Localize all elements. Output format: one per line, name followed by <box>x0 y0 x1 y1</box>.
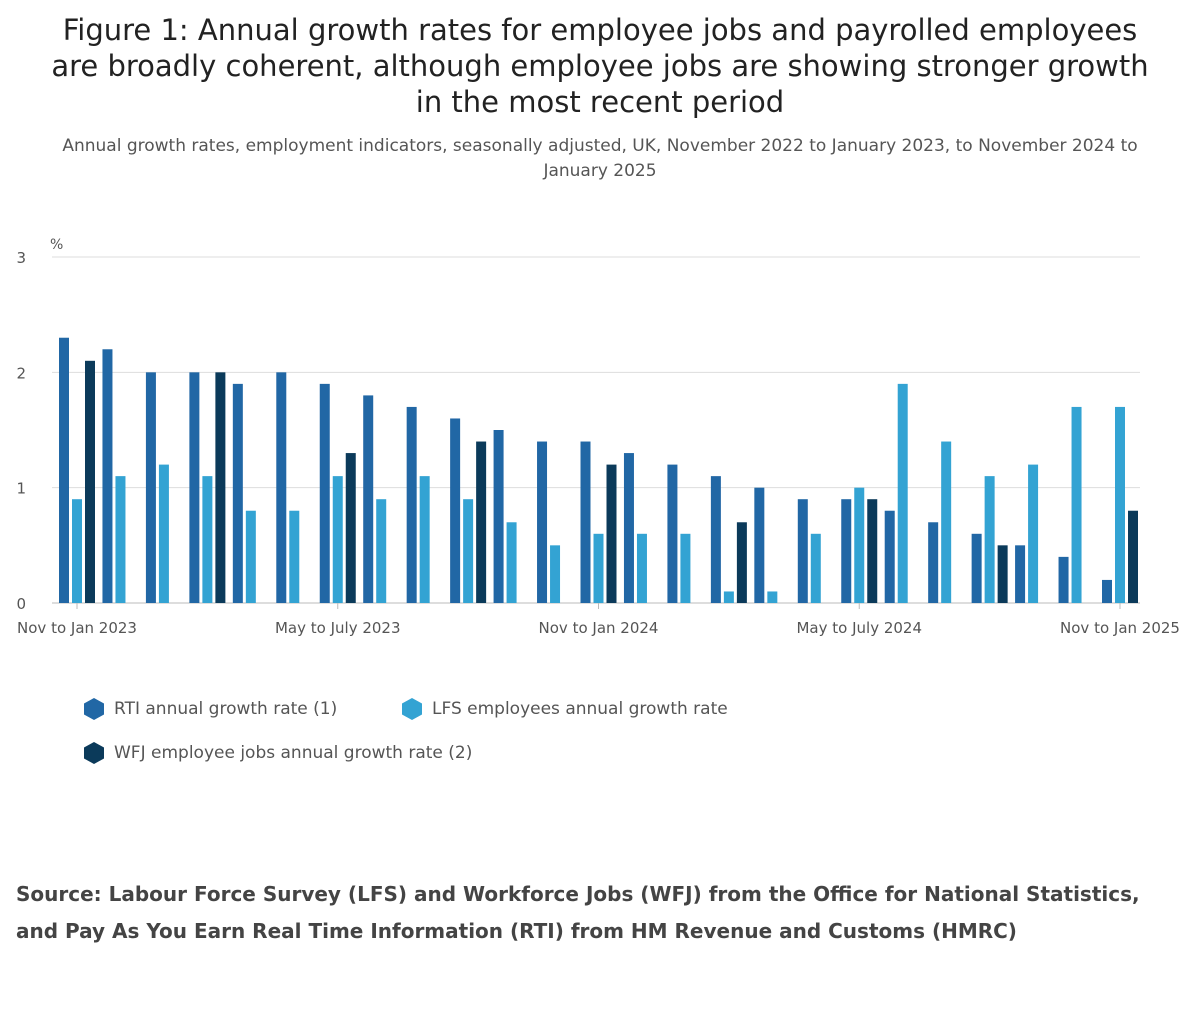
bar-rti <box>797 499 808 603</box>
bar-wfj <box>997 545 1008 603</box>
bar-lfs <box>245 510 256 603</box>
legend-item: LFS employees annual growth rate <box>402 698 728 720</box>
bar-rti <box>102 349 113 603</box>
bar-rti <box>450 418 461 603</box>
bar-lfs <box>506 522 517 603</box>
bar-lfs <box>115 476 126 603</box>
bar-lfs <box>72 499 82 603</box>
legend-label: RTI annual growth rate (1) <box>114 699 338 719</box>
bar-wfj <box>476 441 487 603</box>
bar-rti <box>493 430 504 603</box>
bar-rti <box>59 337 69 603</box>
bar-rti <box>754 487 765 603</box>
x-tick-label: Nov to Jan 2025 <box>1060 619 1180 637</box>
y-tick-label: 1 <box>16 480 26 498</box>
bar-rti <box>363 395 374 603</box>
bar-lfs <box>593 533 604 603</box>
bar-wfj <box>867 499 878 603</box>
bar-rti <box>841 499 852 603</box>
legend-swatch-icon <box>84 698 104 720</box>
bar-rti <box>710 476 721 603</box>
legend-item: WFJ employee jobs annual growth rate (2) <box>84 742 472 764</box>
bar-lfs <box>723 591 734 603</box>
legend-label: LFS employees annual growth rate <box>432 699 728 719</box>
y-tick-label: 2 <box>16 364 26 382</box>
bar-rti <box>406 406 417 603</box>
bar-lfs <box>810 533 821 603</box>
bar-rti <box>232 383 243 603</box>
bar-rti <box>189 372 200 603</box>
bar-lfs <box>1115 406 1125 603</box>
legend-item: RTI annual growth rate (1) <box>84 698 337 720</box>
bar-lfs <box>941 441 952 603</box>
x-tick-label: May to July 2023 <box>275 619 401 637</box>
y-axis-unit-label: % <box>50 237 63 253</box>
bar-rti <box>928 522 939 603</box>
bar-rti <box>971 533 982 603</box>
x-tick-label: Nov to Jan 2024 <box>539 619 659 637</box>
bar-lfs <box>1028 464 1039 603</box>
bar-lfs <box>854 487 865 603</box>
bar-rti <box>1015 545 1026 603</box>
legend-swatch-icon <box>402 698 422 720</box>
bar-lfs <box>463 499 474 603</box>
bar-rti <box>276 372 287 603</box>
bar-wfj <box>606 464 617 603</box>
y-tick-label: 3 <box>16 249 26 267</box>
bar-lfs <box>550 545 561 603</box>
bar-rti <box>667 464 678 603</box>
bar-wfj <box>345 453 356 603</box>
bar-lfs <box>897 383 908 603</box>
bar-rti <box>537 441 548 603</box>
bar-lfs <box>332 476 343 603</box>
bar-rti <box>1058 556 1069 603</box>
source-note: Source: Labour Force Survey (LFS) and Wo… <box>16 882 1140 943</box>
bar-lfs <box>767 591 778 603</box>
bar-wfj <box>1128 510 1138 603</box>
bar-rti <box>623 453 634 603</box>
bar-rti <box>580 441 591 603</box>
bar-lfs <box>636 533 647 603</box>
bar-wfj <box>215 372 226 603</box>
y-tick-label: 0 <box>16 595 26 613</box>
legend-swatch-icon <box>84 742 104 764</box>
bar-chart: 0 1 2 3% Nov to Jan 2023 May to July 2023 Nov … <box>16 237 1180 637</box>
bar-lfs <box>419 476 430 603</box>
x-tick-label: Nov to Jan 2023 <box>17 619 137 637</box>
bar-rti <box>884 510 895 603</box>
bar-lfs <box>202 476 213 603</box>
legend-label: WFJ employee jobs annual growth rate (2) <box>114 743 473 763</box>
x-tick-label: May to July 2024 <box>796 619 922 637</box>
bar-lfs <box>1071 406 1082 603</box>
bar-lfs <box>680 533 691 603</box>
bar-wfj <box>736 522 747 603</box>
bar-rti <box>1102 579 1112 603</box>
bar-lfs <box>158 464 169 603</box>
bar-lfs <box>376 499 387 603</box>
chart-title: Figure 1: Annual growth rates for employ… <box>51 13 1149 119</box>
bar-lfs <box>289 510 300 603</box>
bar-wfj <box>85 360 95 603</box>
bar-lfs <box>984 476 995 603</box>
bar-rti <box>145 372 156 603</box>
chart-subtitle: Annual growth rates, employment indicato… <box>62 136 1138 181</box>
bar-rti <box>319 383 330 603</box>
